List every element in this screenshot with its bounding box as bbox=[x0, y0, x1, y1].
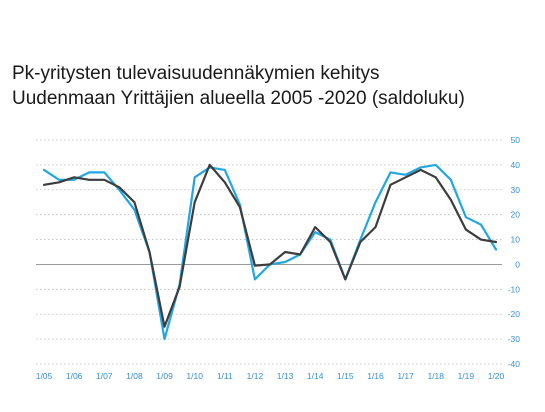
x-tick-label: 1/19 bbox=[458, 371, 475, 381]
x-tick-label: 1/07 bbox=[96, 371, 113, 381]
x-tick-label: 1/15 bbox=[337, 371, 354, 381]
x-tick-label: 1/05 bbox=[36, 371, 53, 381]
chart-title: Pk-yritysten tulevaisuudennäkymien kehit… bbox=[12, 61, 542, 111]
y-tick-label: 20 bbox=[511, 210, 521, 220]
x-tick-label: 1/13 bbox=[277, 371, 294, 381]
y-tick-label: -40 bbox=[508, 359, 521, 369]
y-tick-label: 30 bbox=[511, 185, 521, 195]
series-line-2 bbox=[42, 163, 498, 328]
x-tick-label: 1/11 bbox=[217, 371, 233, 381]
y-tick-label: 50 bbox=[511, 135, 521, 145]
x-tick-label: 1/14 bbox=[307, 371, 324, 381]
y-tick-label: 10 bbox=[511, 235, 521, 245]
x-tick-label: 1/10 bbox=[186, 371, 203, 381]
y-tick-label: 0 bbox=[515, 259, 520, 269]
x-tick-label: 1/20 bbox=[488, 371, 505, 381]
y-tick-label: 40 bbox=[511, 160, 521, 170]
chart-title-line-1: Pk-yritysten tulevaisuudennäkymien kehit… bbox=[12, 63, 380, 84]
x-tick-label: 1/09 bbox=[156, 371, 173, 381]
chart-title-line-2: Uudenmaan Yrittäjien alueella 2005 -2020… bbox=[12, 88, 465, 109]
x-tick-label: 1/17 bbox=[397, 371, 414, 381]
x-tick-label: 1/16 bbox=[367, 371, 384, 381]
x-tick-label: 1/06 bbox=[66, 371, 83, 381]
y-tick-label: -20 bbox=[508, 309, 521, 319]
x-tick-label: 1/12 bbox=[247, 371, 264, 381]
x-tick-label: 1/08 bbox=[126, 371, 143, 381]
y-tick-label: -10 bbox=[508, 284, 521, 294]
series-line-1 bbox=[42, 163, 498, 341]
y-tick-label: -30 bbox=[508, 334, 521, 344]
x-tick-label: 1/18 bbox=[427, 371, 444, 381]
